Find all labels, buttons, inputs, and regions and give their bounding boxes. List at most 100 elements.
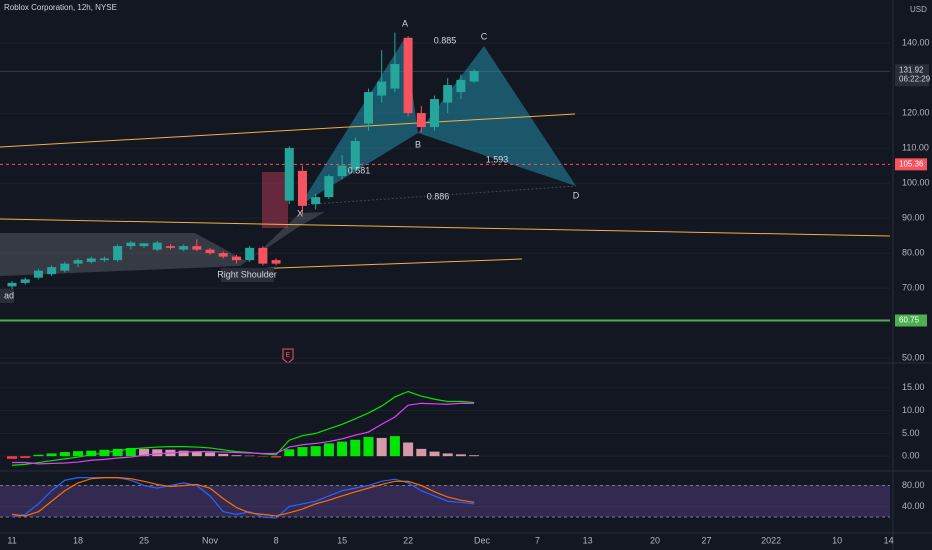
annotation: 0.581: [348, 165, 371, 175]
range-box: [262, 172, 288, 228]
x-tick-label: 15: [337, 535, 347, 545]
histogram-bar: [218, 453, 229, 457]
histogram-bar: [323, 443, 334, 457]
pattern-shade: [0, 212, 325, 276]
candle-body: [258, 247, 268, 264]
trend-line: [0, 113, 576, 148]
earnings-icon: [282, 348, 294, 364]
candle-body: [47, 267, 57, 275]
candle-body: [350, 141, 360, 170]
x-tick-label: Dec: [474, 535, 491, 545]
candle-body: [231, 256, 241, 261]
annotation: D: [573, 190, 580, 200]
y-tick-label: 50.00: [902, 353, 925, 363]
y-tick-label: 90.00: [902, 212, 925, 222]
x-tick-label: 2022: [761, 535, 781, 545]
candle-body: [152, 242, 162, 250]
candle-body: [311, 197, 321, 205]
annotation: C: [481, 31, 488, 41]
candle-body: [192, 246, 202, 250]
candle-body: [99, 258, 109, 261]
x-tick-label: 7: [535, 535, 540, 545]
candle-body: [179, 246, 189, 250]
histogram-bar: [7, 456, 18, 459]
x-tick-label: 14: [884, 535, 894, 545]
y-tick-label: 100.00: [902, 177, 930, 187]
y-tick-label: 70.00: [902, 283, 925, 293]
annotation-box: [221, 268, 274, 282]
annotation: 0.885: [434, 35, 457, 45]
indicator-line: [11, 477, 475, 519]
candle-body: [245, 247, 255, 261]
y-tick-label: 15.00: [902, 382, 925, 392]
harmonic-xab: [300, 38, 418, 205]
histogram-bar: [376, 437, 387, 457]
histogram-bar: [20, 456, 31, 458]
annotation: X: [297, 208, 303, 218]
histogram-bar: [389, 436, 400, 457]
annotation: A: [402, 18, 408, 28]
y-tick-label: 110.00: [902, 142, 929, 152]
candle-body: [218, 253, 228, 257]
candle-body: [416, 113, 426, 128]
histogram-bar: [337, 441, 348, 457]
candle-body: [7, 282, 17, 287]
histogram-bar: [73, 451, 84, 457]
candle-body: [139, 243, 149, 247]
level-label: 105.36: [899, 159, 924, 168]
x-tick-label: 25: [139, 535, 149, 545]
candle-body: [271, 260, 281, 264]
candle-body: [165, 246, 175, 248]
indicator-line: [11, 477, 475, 517]
level-label-box: [895, 314, 927, 327]
x-tick-label: 18: [73, 535, 83, 545]
histogram-bar: [403, 442, 414, 457]
y-tick-label: 120.00: [902, 107, 930, 117]
histogram-bar: [191, 451, 202, 457]
histogram-bar: [112, 448, 123, 457]
candle-body: [337, 165, 347, 177]
trend-line: [0, 218, 891, 237]
level-label-box: [895, 158, 927, 171]
histogram-bar: [271, 456, 282, 458]
candle-body: [430, 99, 440, 128]
histogram-bar: [33, 454, 44, 457]
histogram-bar: [125, 447, 136, 457]
histogram-bar: [59, 452, 70, 457]
y-tick-label: 140.00: [902, 37, 930, 47]
candle-body: [284, 148, 294, 201]
histogram-bar: [429, 451, 440, 457]
histogram-bar: [469, 455, 480, 457]
histogram-bar: [205, 452, 216, 457]
histogram-bar: [363, 437, 374, 457]
candle-body: [324, 176, 334, 198]
candle-body: [205, 249, 215, 254]
candle-body: [443, 85, 453, 103]
y-tick-label: 40.00: [902, 501, 925, 511]
candle-body: [390, 64, 400, 89]
histogram-bar: [455, 454, 466, 457]
candle-body: [73, 260, 83, 264]
candle-body: [86, 258, 96, 262]
axis: 11 18 25 Nov 8 15 22 Dec 7 13 20 27 2022 10 14 50.00 70.…: [7, 37, 930, 545]
x-tick-label: 8: [274, 535, 279, 545]
histogram-bar: [284, 449, 295, 457]
histogram-bar: [231, 455, 242, 457]
candle-body: [297, 170, 307, 206]
y-tick-label: 80.00: [902, 247, 925, 257]
candle-body: [126, 242, 136, 247]
trend-line: [224, 258, 523, 271]
candle-body: [33, 270, 43, 278]
histogram-bar: [442, 453, 453, 457]
x-tick-label: 27: [701, 535, 711, 545]
currency: USD: [910, 5, 927, 14]
y-tick-label: 0.00: [902, 451, 920, 461]
candle-body: [60, 263, 70, 271]
x-tick-label: 20: [650, 535, 660, 545]
y-tick-label: 10.00: [902, 405, 925, 415]
annotation: B: [415, 139, 421, 149]
x-tick-label: 11: [7, 535, 16, 545]
histogram-bar: [152, 449, 163, 457]
last-price-box: [895, 64, 929, 87]
